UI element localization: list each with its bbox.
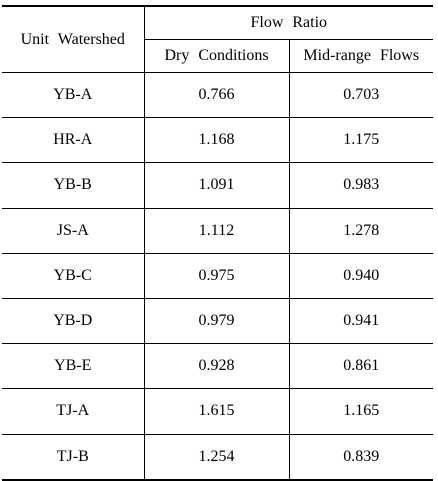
- unit-cell: YB-D: [2, 298, 145, 345]
- mid-value-cell: 0.940: [289, 253, 433, 299]
- mid-value-cell: 0.703: [289, 72, 433, 119]
- table-row: YB-D 0.979 0.941: [2, 298, 433, 345]
- mid-value-cell: 0.861: [289, 343, 433, 390]
- dry-value-cell: 1.254: [144, 434, 290, 481]
- dry-value-cell: 1.168: [144, 117, 290, 164]
- unit-cell: JS-A: [2, 208, 145, 254]
- table-row: TJ-B 1.254 0.839: [2, 434, 433, 481]
- unit-watershed-header: Unit Watershed: [2, 6, 145, 73]
- table-row: YB-B 1.091 0.983: [2, 162, 433, 209]
- mid-value-cell: 1.165: [289, 388, 433, 435]
- dry-value-cell: 0.979: [144, 298, 290, 345]
- unit-cell: YB-C: [2, 253, 145, 299]
- flow-ratio-table: Unit Watershed Flow Ratio Dry Conditions…: [2, 5, 433, 481]
- table-container: Unit Watershed Flow Ratio Dry Conditions…: [2, 6, 433, 481]
- unit-cell: TJ-B: [2, 434, 145, 481]
- table-row: YB-E 0.928 0.861: [2, 343, 433, 390]
- mid-value-cell: 1.175: [289, 117, 433, 164]
- table-body: YB-A 0.766 0.703 HR-A 1.168 1.175 YB-B 1.091 0.9…: [2, 72, 433, 481]
- mid-value-cell: 0.983: [289, 162, 433, 209]
- dry-value-cell: 1.112: [144, 208, 290, 254]
- table-row: YB-C 0.975 0.940: [2, 253, 433, 299]
- table-row: TJ-A 1.615 1.165: [2, 388, 433, 435]
- dry-value-cell: 0.975: [144, 253, 290, 299]
- unit-cell: YB-E: [2, 343, 145, 390]
- mid-value-cell: 0.839: [289, 434, 433, 481]
- table-row: YB-A 0.766 0.703: [2, 72, 433, 119]
- mid-value-cell: 0.941: [289, 298, 433, 345]
- table-row: JS-A 1.112 1.278: [2, 208, 433, 254]
- unit-cell: YB-A: [2, 72, 145, 119]
- dry-value-cell: 0.766: [144, 72, 290, 119]
- unit-cell: YB-B: [2, 162, 145, 209]
- dry-value-cell: 1.091: [144, 162, 290, 209]
- table-row: HR-A 1.168 1.175: [2, 117, 433, 164]
- dry-value-cell: 1.615: [144, 388, 290, 435]
- dry-value-cell: 0.928: [144, 343, 290, 390]
- mid-range-flows-header: Mid-range Flows: [289, 39, 433, 73]
- unit-cell: HR-A: [2, 117, 145, 164]
- dry-conditions-header: Dry Conditions: [144, 39, 290, 73]
- mid-value-cell: 1.278: [289, 208, 433, 254]
- flow-ratio-header: Flow Ratio: [144, 6, 433, 40]
- unit-cell: TJ-A: [2, 388, 145, 435]
